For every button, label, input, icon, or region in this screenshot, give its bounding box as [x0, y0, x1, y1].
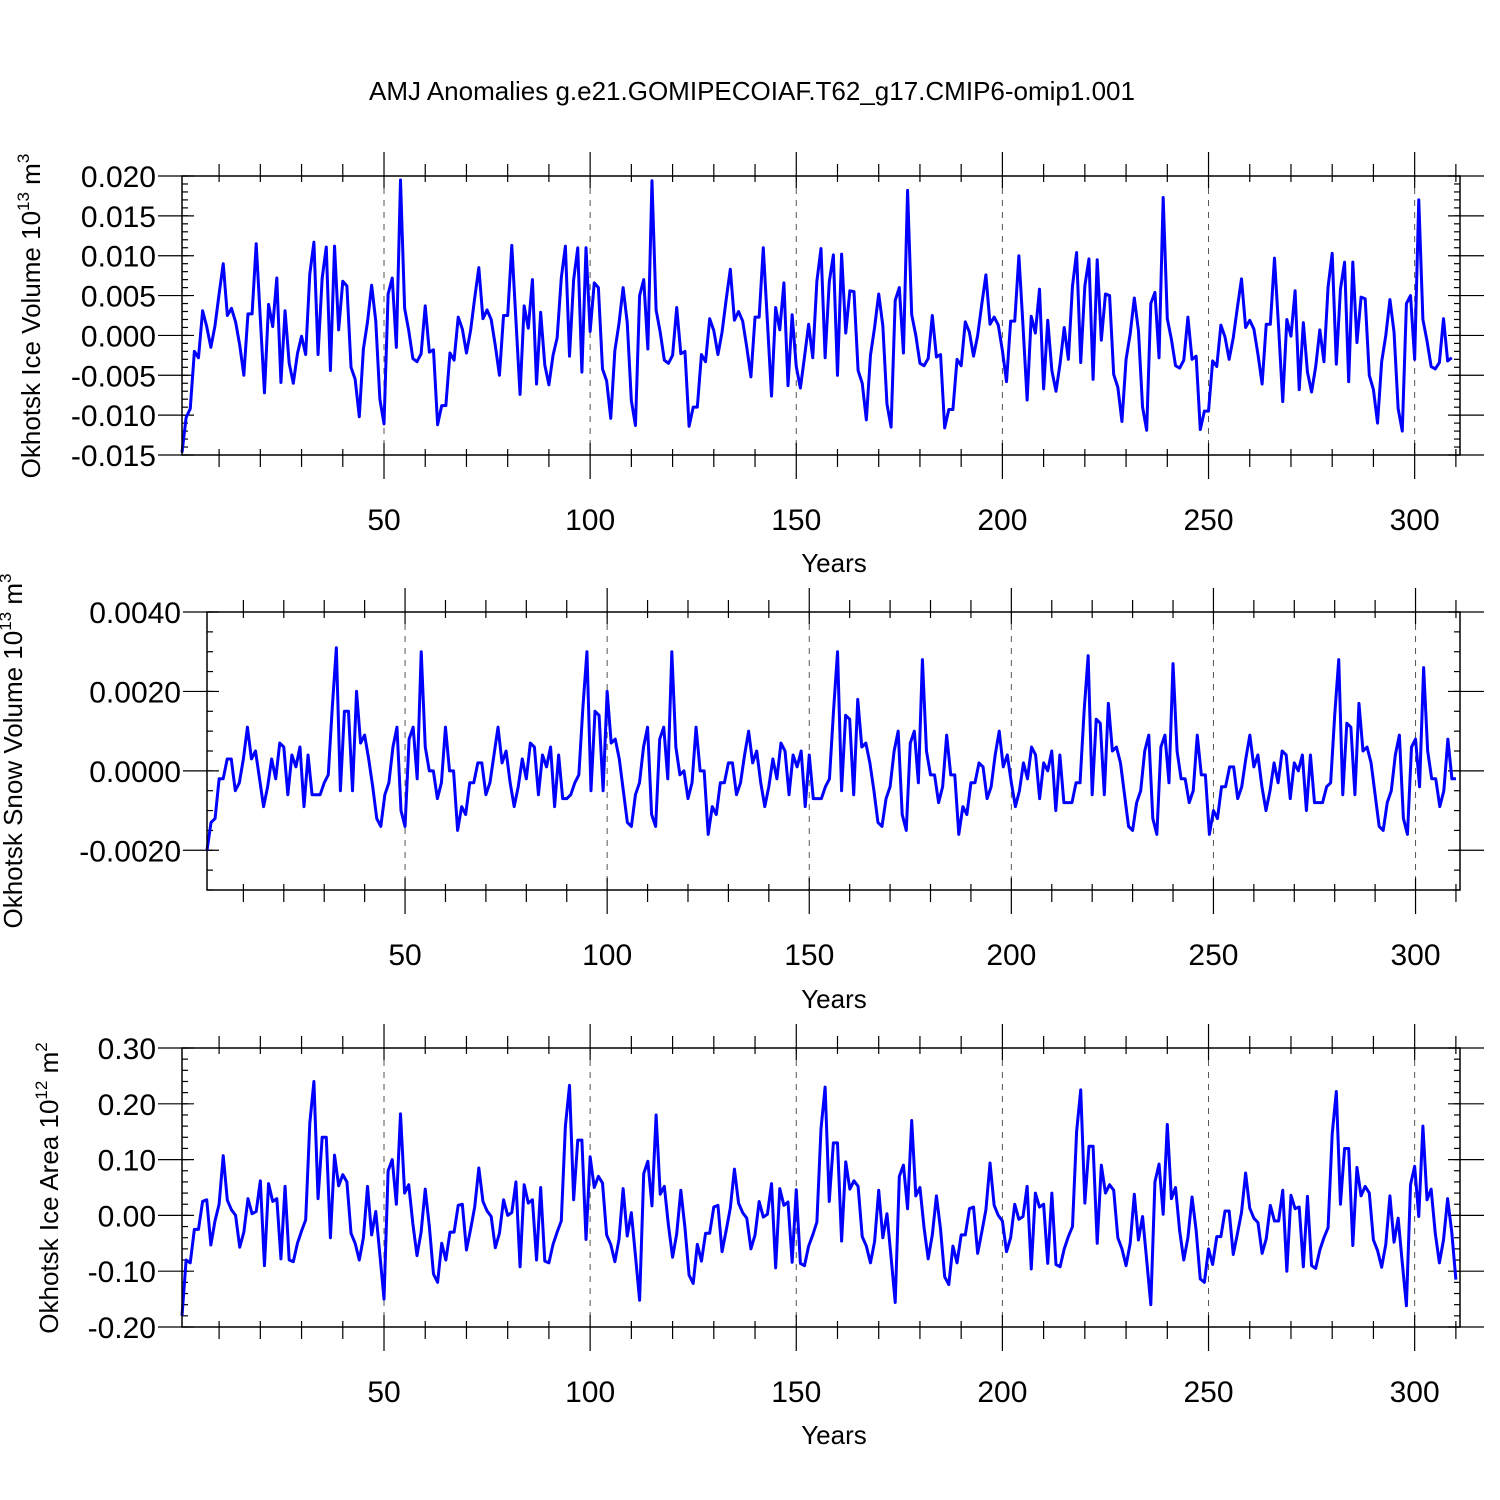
y-axis-label-unit-symbol: m [16, 163, 46, 185]
y-tick-label: 0.020 [81, 161, 156, 194]
y-tick-label: -0.0020 [79, 835, 181, 868]
y-tick-label: 0.0020 [89, 676, 181, 709]
y-axis-label: Okhotsk Ice Volume 1013 m3 [14, 154, 46, 479]
x-axis-label: Years [801, 1420, 867, 1450]
x-tick-label: 300 [1390, 1376, 1440, 1409]
x-tick-label: 100 [565, 1376, 615, 1409]
y-axis-label: Okhotsk Snow Volume 1013 m3 [0, 573, 28, 928]
y-axis-label-unit-symbol: m [0, 583, 28, 605]
y-tick-label: -0.10 [88, 1256, 156, 1289]
y-axis-label-unit-symbol: m [34, 1052, 64, 1074]
y-tick-label: 0.20 [98, 1089, 156, 1122]
y-tick-label: -0.005 [71, 360, 156, 393]
y-tick-label: 0.015 [81, 201, 156, 234]
x-tick-label: 150 [771, 1376, 821, 1409]
chart-title: AMJ Anomalies g.e21.GOMIPECOIAF.T62_g17.… [369, 76, 1135, 106]
y-tick-label: 0.00 [98, 1200, 156, 1233]
x-tick-label: 250 [1183, 1376, 1233, 1409]
x-tick-label: 200 [977, 1376, 1027, 1409]
x-axis-label: Years [801, 984, 867, 1014]
x-tick-label: 250 [1183, 504, 1233, 537]
y-axis-label-unit-exponent: 3 [14, 154, 33, 163]
y-tick-label: 0.000 [81, 320, 156, 353]
series-line [180, 178, 1453, 453]
x-tick-label: 200 [986, 939, 1036, 972]
x-axis-label: Years [801, 548, 867, 578]
series-line [205, 646, 1456, 851]
y-axis-label-unit-exponent: 2 [32, 1042, 51, 1051]
y-tick-label: -0.20 [88, 1312, 156, 1345]
y-axis-label: Okhotsk Ice Area 1012 m2 [32, 1042, 64, 1333]
panel-snow-volume: -0.0020 0.0000 0.0020 0.0040 50 100 150 200 250 3… [0, 573, 1484, 1014]
x-tick-label: 150 [784, 939, 834, 972]
y-axis-label-text: Okhotsk Ice Area 10 [34, 1100, 64, 1334]
tick-layer: -0.015 -0.010 -0.005 0.000 0.005 0.010 0.015 0.… [71, 152, 1484, 537]
y-axis-label-exponent: 13 [0, 612, 15, 631]
x-tick-label: 100 [565, 504, 615, 537]
x-tick-label: 50 [367, 504, 400, 537]
y-tick-label: 0.30 [98, 1033, 156, 1066]
y-axis-label-text: Okhotsk Ice Volume 10 [16, 211, 46, 478]
plot-frame [181, 175, 1461, 456]
x-tick-label: 200 [977, 504, 1027, 537]
series-line [180, 1079, 1458, 1316]
panel-ice-volume: -0.015 -0.010 -0.005 0.000 0.005 0.010 0.015 0.… [14, 152, 1484, 578]
y-axis-label-exponent: 13 [14, 192, 33, 211]
y-axis-label-unit [34, 1073, 64, 1080]
plot-frame [181, 1047, 1461, 1328]
x-tick-label: 300 [1390, 504, 1440, 537]
y-axis-label-unit-exponent: 3 [0, 573, 15, 582]
x-tick-label: 300 [1391, 939, 1441, 972]
panel-ice-area: -0.20 -0.10 0.00 0.10 0.20 0.30 50 100 150 200 250… [32, 1024, 1484, 1450]
y-tick-label: 0.10 [98, 1145, 156, 1178]
vgrid-layer [383, 176, 1416, 455]
y-axis-label-exponent: 12 [32, 1081, 51, 1100]
x-tick-label: 250 [1188, 939, 1238, 972]
x-tick-label: 50 [367, 1376, 400, 1409]
y-tick-label: -0.015 [71, 440, 156, 473]
y-axis-label-unit [0, 605, 28, 612]
x-tick-label: 150 [771, 504, 821, 537]
y-tick-label: 0.010 [81, 241, 156, 274]
y-axis-label-text: Okhotsk Snow Volume 10 [0, 631, 28, 929]
plot-frame [206, 611, 1461, 891]
x-tick-label: 50 [388, 939, 421, 972]
y-axis-label-unit [16, 185, 46, 192]
x-tick-label: 100 [582, 939, 632, 972]
vgrid-layer [404, 612, 1417, 890]
y-tick-label: -0.010 [71, 400, 156, 433]
y-tick-label: 0.0040 [89, 597, 181, 630]
tick-layer: -0.0020 0.0000 0.0020 0.0040 50 100 150 200 250 3… [79, 588, 1484, 972]
y-tick-label: 0.0000 [89, 756, 181, 789]
y-tick-label: 0.005 [81, 281, 156, 314]
tick-layer: -0.20 -0.10 0.00 0.10 0.20 0.30 50 100 150 200 250… [88, 1024, 1484, 1409]
